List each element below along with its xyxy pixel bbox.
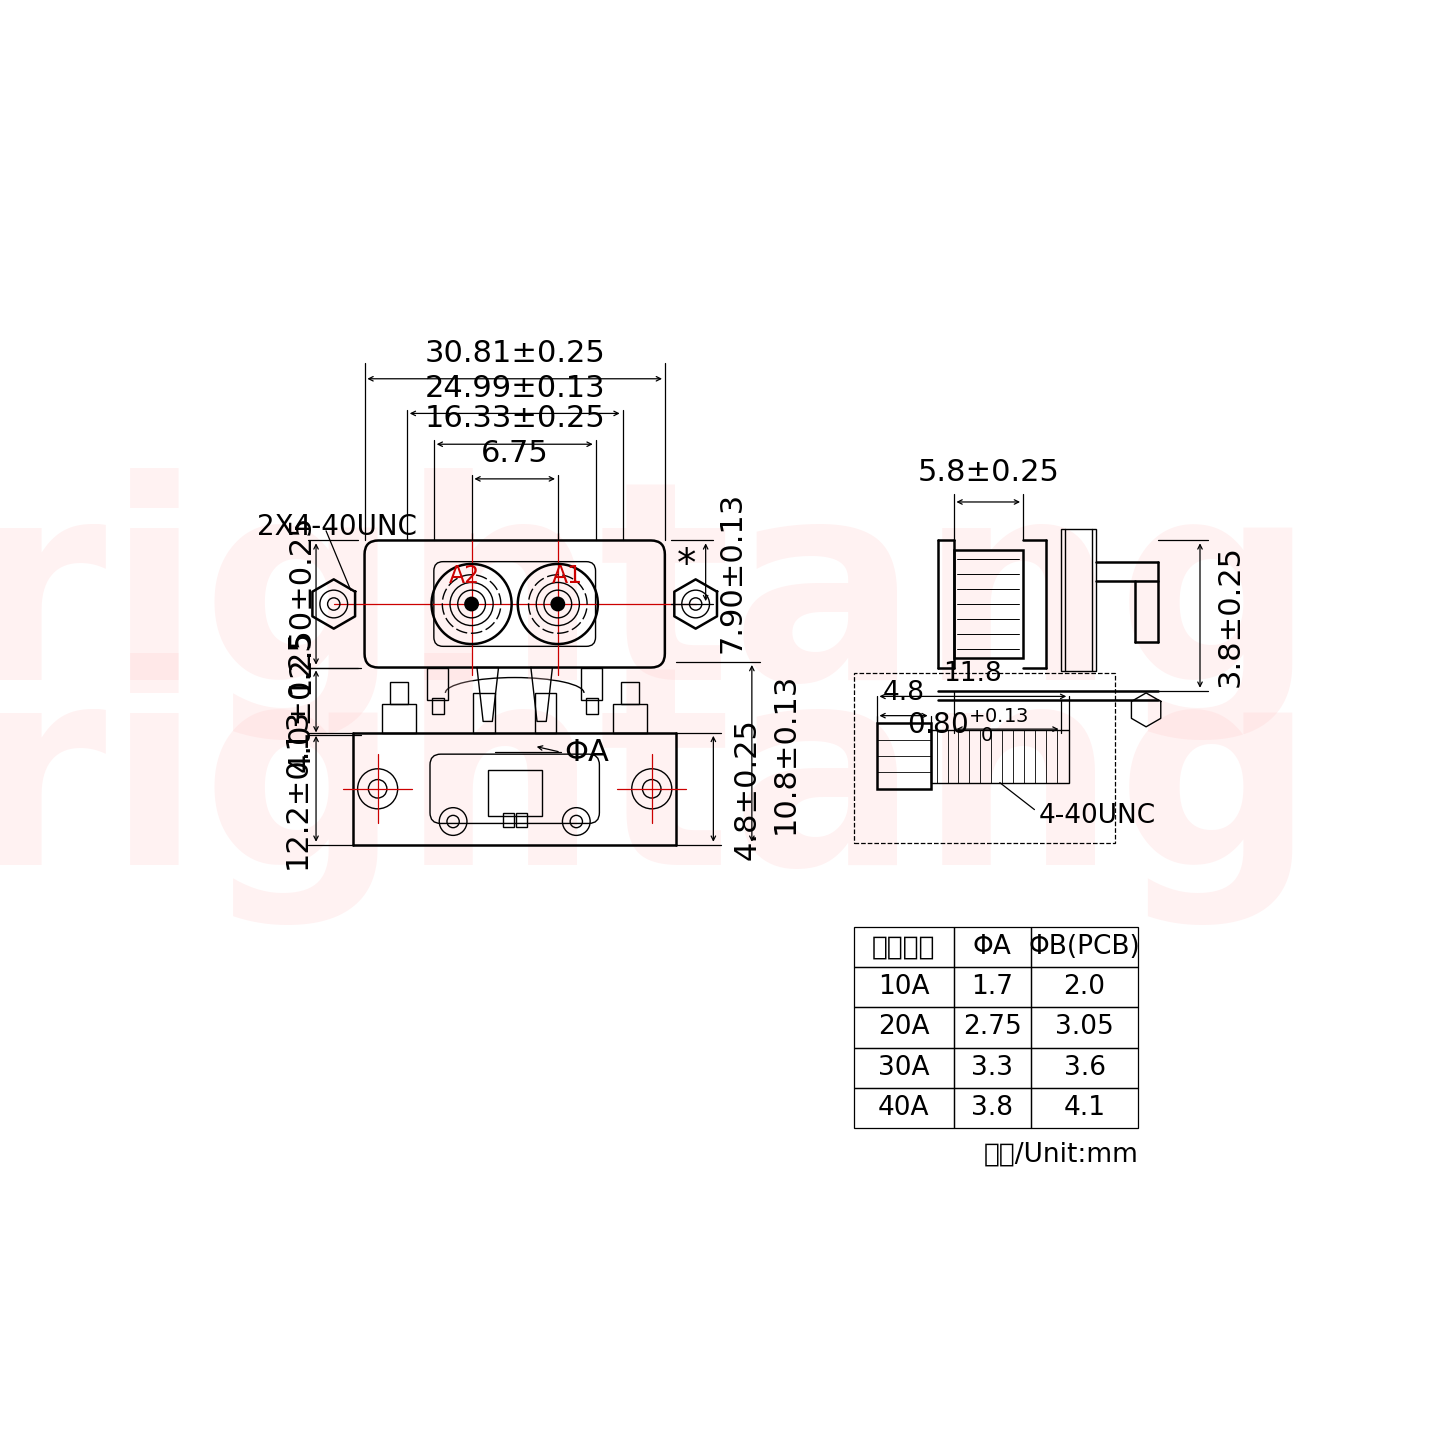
Text: 20A: 20A — [878, 1015, 929, 1041]
Bar — [613, 704, 647, 733]
Text: 4.1: 4.1 — [1064, 1094, 1106, 1120]
Text: 3.3: 3.3 — [971, 1054, 1014, 1080]
Text: 40A: 40A — [878, 1094, 929, 1120]
Text: 4.0±0.25: 4.0±0.25 — [287, 631, 315, 772]
Bar — [953, 550, 1022, 658]
Text: 单位/Unit:mm: 单位/Unit:mm — [984, 1142, 1139, 1168]
Circle shape — [465, 598, 478, 611]
Text: 16.33±0.25: 16.33±0.25 — [425, 405, 605, 433]
Bar — [1031, 1008, 1139, 1047]
Text: 7.90±0.13: 7.90±0.13 — [717, 491, 746, 652]
Bar — [953, 927, 1031, 968]
Bar — [1061, 528, 1096, 671]
Bar — [854, 1087, 953, 1128]
Bar — [580, 668, 602, 700]
Bar — [1031, 1087, 1139, 1128]
Text: 2X4-40UNC: 2X4-40UNC — [256, 513, 416, 541]
Bar — [854, 674, 1116, 842]
Text: Brightang: Brightang — [0, 468, 1316, 740]
Text: 3.8: 3.8 — [971, 1094, 1014, 1120]
Text: 12.50±0.25: 12.50±0.25 — [287, 514, 315, 694]
Bar — [953, 1047, 1031, 1087]
Bar — [621, 683, 639, 704]
Text: *: * — [677, 546, 696, 583]
Circle shape — [552, 598, 564, 611]
Text: 4.8: 4.8 — [883, 681, 924, 707]
Bar — [953, 968, 1031, 1008]
Text: 4.8±0.25: 4.8±0.25 — [733, 719, 762, 860]
Bar — [930, 730, 1068, 782]
Text: 12.2±0.13: 12.2±0.13 — [282, 708, 311, 870]
Text: 11.8: 11.8 — [943, 661, 1002, 687]
Text: 1.7: 1.7 — [971, 975, 1014, 1001]
Bar — [382, 704, 416, 733]
Bar — [390, 683, 409, 704]
Bar — [426, 668, 448, 700]
Text: 6.75: 6.75 — [481, 439, 549, 468]
Bar — [1031, 1047, 1139, 1087]
Bar — [854, 1047, 953, 1087]
Text: 30A: 30A — [878, 1054, 929, 1080]
Bar — [854, 968, 953, 1008]
Bar — [534, 693, 556, 733]
Text: ΦA: ΦA — [564, 737, 609, 766]
Bar — [854, 927, 953, 968]
Bar — [474, 693, 495, 733]
Text: ΦA: ΦA — [973, 935, 1011, 960]
Bar — [953, 1008, 1031, 1047]
Text: 10A: 10A — [878, 975, 929, 1001]
Text: 2.0: 2.0 — [1064, 975, 1106, 1001]
Text: A2: A2 — [448, 563, 480, 588]
Text: 0.80$^{+0.13}_{\ \ 0}$: 0.80$^{+0.13}_{\ \ 0}$ — [907, 707, 1028, 744]
Bar — [432, 698, 444, 714]
Bar — [586, 698, 598, 714]
Text: 24.99±0.13: 24.99±0.13 — [425, 373, 605, 403]
Text: 4-40UNC: 4-40UNC — [1038, 802, 1155, 829]
Bar — [854, 1008, 953, 1047]
Text: A1: A1 — [552, 563, 583, 588]
Text: 额定电流: 额定电流 — [871, 935, 936, 960]
Text: ΦB(PCB): ΦB(PCB) — [1028, 935, 1140, 960]
Bar — [488, 769, 541, 815]
Bar — [1031, 968, 1139, 1008]
Text: 5.8±0.25: 5.8±0.25 — [917, 458, 1060, 487]
Text: 30.81±0.25: 30.81±0.25 — [425, 338, 605, 369]
Bar — [517, 814, 527, 828]
Bar — [1031, 927, 1139, 968]
Text: 2.75: 2.75 — [963, 1015, 1021, 1041]
Text: Brightang: Brightang — [0, 652, 1316, 924]
Text: 3.8±0.25: 3.8±0.25 — [1215, 544, 1244, 687]
Bar — [503, 814, 514, 828]
Bar — [953, 1087, 1031, 1128]
Text: 3.05: 3.05 — [1056, 1015, 1115, 1041]
Text: 10.8±0.13: 10.8±0.13 — [770, 672, 801, 834]
Text: 3.6: 3.6 — [1064, 1054, 1106, 1080]
Bar — [877, 723, 930, 789]
